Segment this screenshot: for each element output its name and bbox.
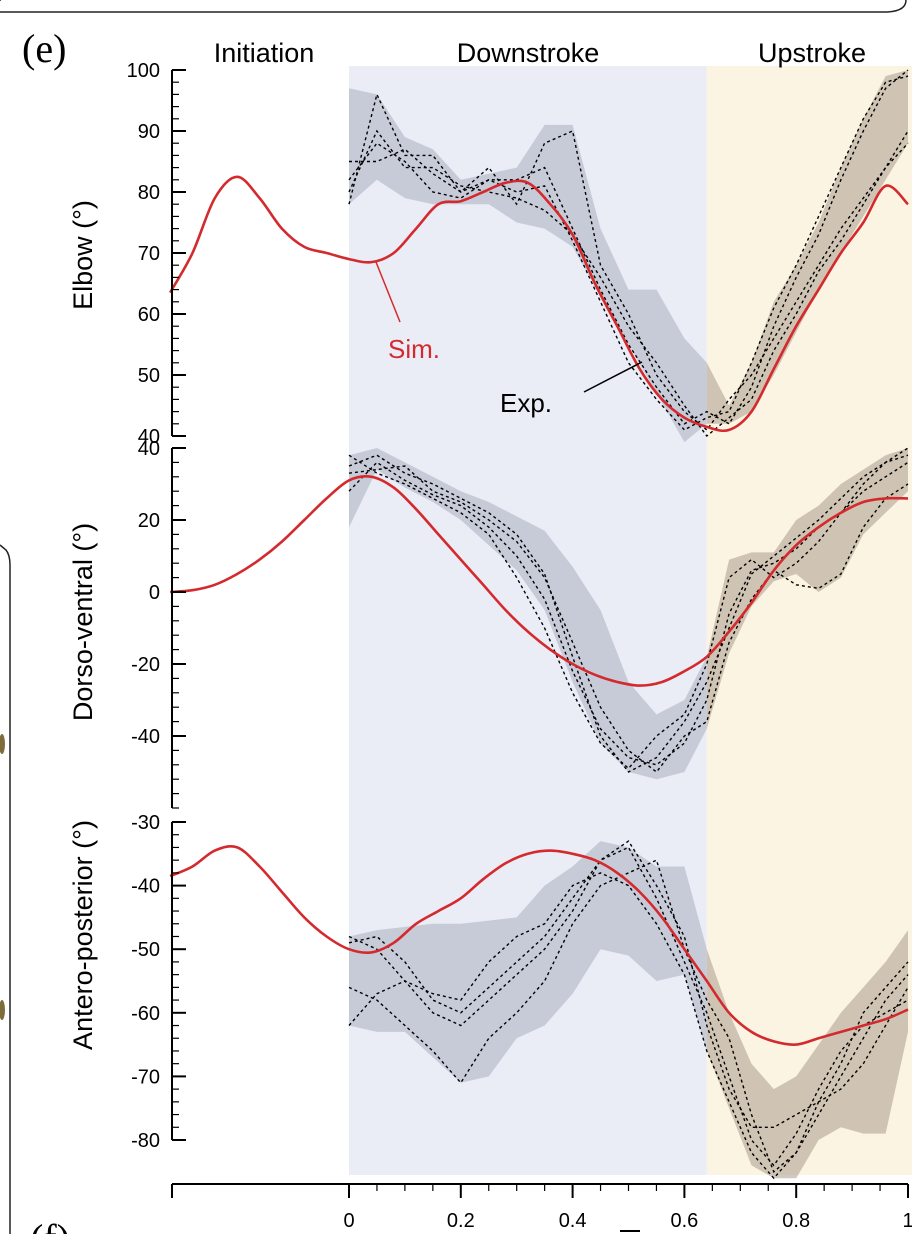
y-tick-label-2: -80 <box>131 1130 160 1152</box>
x-tick-label: 0.8 <box>782 1210 810 1232</box>
y-tick-label-1: -20 <box>131 654 160 676</box>
exp-trial-line-2-2 <box>348 840 909 1128</box>
ylabel-elbow: Elbow (°) <box>68 200 98 310</box>
y-tick-label-2: -30 <box>131 812 160 834</box>
neighbor-panel-fragments <box>0 734 5 1020</box>
y-tick-label-0: 40 <box>138 426 160 448</box>
sim-annotation-label: Sim. <box>388 334 440 364</box>
y-tick-label-0: 100 <box>127 60 160 82</box>
sim-line-2 <box>169 845 909 1046</box>
exp-band-downstroke-2 <box>349 841 707 1083</box>
exp-trial-line-0-3 <box>348 129 909 438</box>
experimental-trials <box>348 69 909 1180</box>
y-tick-label-0: 60 <box>138 304 160 326</box>
phase-label-upstroke: Upstroke <box>758 38 866 68</box>
exp-band-upstroke-1 <box>706 448 908 729</box>
exp-trial-line-0-2 <box>349 130 909 431</box>
y-tick-label-2: -50 <box>131 939 160 961</box>
exp-annotation-label: Exp. <box>500 388 552 418</box>
exp-band-upstroke-2 <box>706 930 908 1179</box>
exp-trial-line-0-1 <box>348 75 909 431</box>
y-tick-label-1: 0 <box>149 582 160 604</box>
y-tick-label-0: 80 <box>138 182 160 204</box>
exp-band-upstroke-0 <box>706 70 908 424</box>
simulation-curves <box>168 175 909 1046</box>
exp-trial-line-2-1 <box>348 859 909 1173</box>
left-panel-border <box>0 544 11 1234</box>
exp-band-downstroke-0 <box>349 88 707 443</box>
exp-trial-line-1-3 <box>348 465 909 773</box>
x-tick-label: 0 <box>343 1210 354 1232</box>
y-tick-label-2: -60 <box>131 1003 160 1025</box>
exp-trial-line-1-2 <box>348 454 909 770</box>
top-frame-border <box>0 0 907 13</box>
x-tick-label: 0.4 <box>559 1210 587 1232</box>
experimental-bands <box>349 70 908 1179</box>
phase-label-downstroke: Downstroke <box>457 38 600 68</box>
sim-annotation-leader <box>375 261 401 323</box>
x-tick-label: 0.6 <box>670 1210 698 1232</box>
y-tick-label-1: 40 <box>138 438 160 460</box>
y-tick-label-0: 70 <box>138 243 160 265</box>
sim-line-1 <box>169 475 909 687</box>
exp-trial-line-1-0 <box>348 447 909 773</box>
exp-annotation-leader <box>583 361 643 393</box>
y-tick-label-0: 50 <box>138 365 160 387</box>
sim-line-0 <box>168 175 909 433</box>
panel-label-f: (f) <box>30 1216 70 1234</box>
ylabel-antero-posterior: Antero-posterior (°) <box>68 820 98 1050</box>
exp-band-downstroke-1 <box>349 448 707 780</box>
x-tick-label: 1 <box>902 1210 912 1232</box>
axes: 40 50 60 70 80 90 100 -40 -20 0 20 40 -80 -70 -60 -50 -4… <box>127 60 912 1232</box>
y-tick-label-2: -70 <box>131 1066 160 1088</box>
exp-trial-line-2-3 <box>348 872 909 1180</box>
exp-trial-line-0-0 <box>348 69 909 425</box>
phase-label-initiation: Initiation <box>214 38 315 68</box>
y-tick-label-2: -40 <box>131 876 160 898</box>
exp-trial-line-2-0 <box>348 846 909 1167</box>
ylabel-dorso-ventral: Dorso-ventral (°) <box>68 523 98 721</box>
panel-label-e: (e) <box>22 26 66 71</box>
y-tick-label-1: 20 <box>138 510 160 532</box>
y-tick-label-0: 90 <box>138 121 160 143</box>
x-tick-label: 0.2 <box>447 1210 475 1232</box>
y-tick-label-1: -40 <box>131 726 160 748</box>
